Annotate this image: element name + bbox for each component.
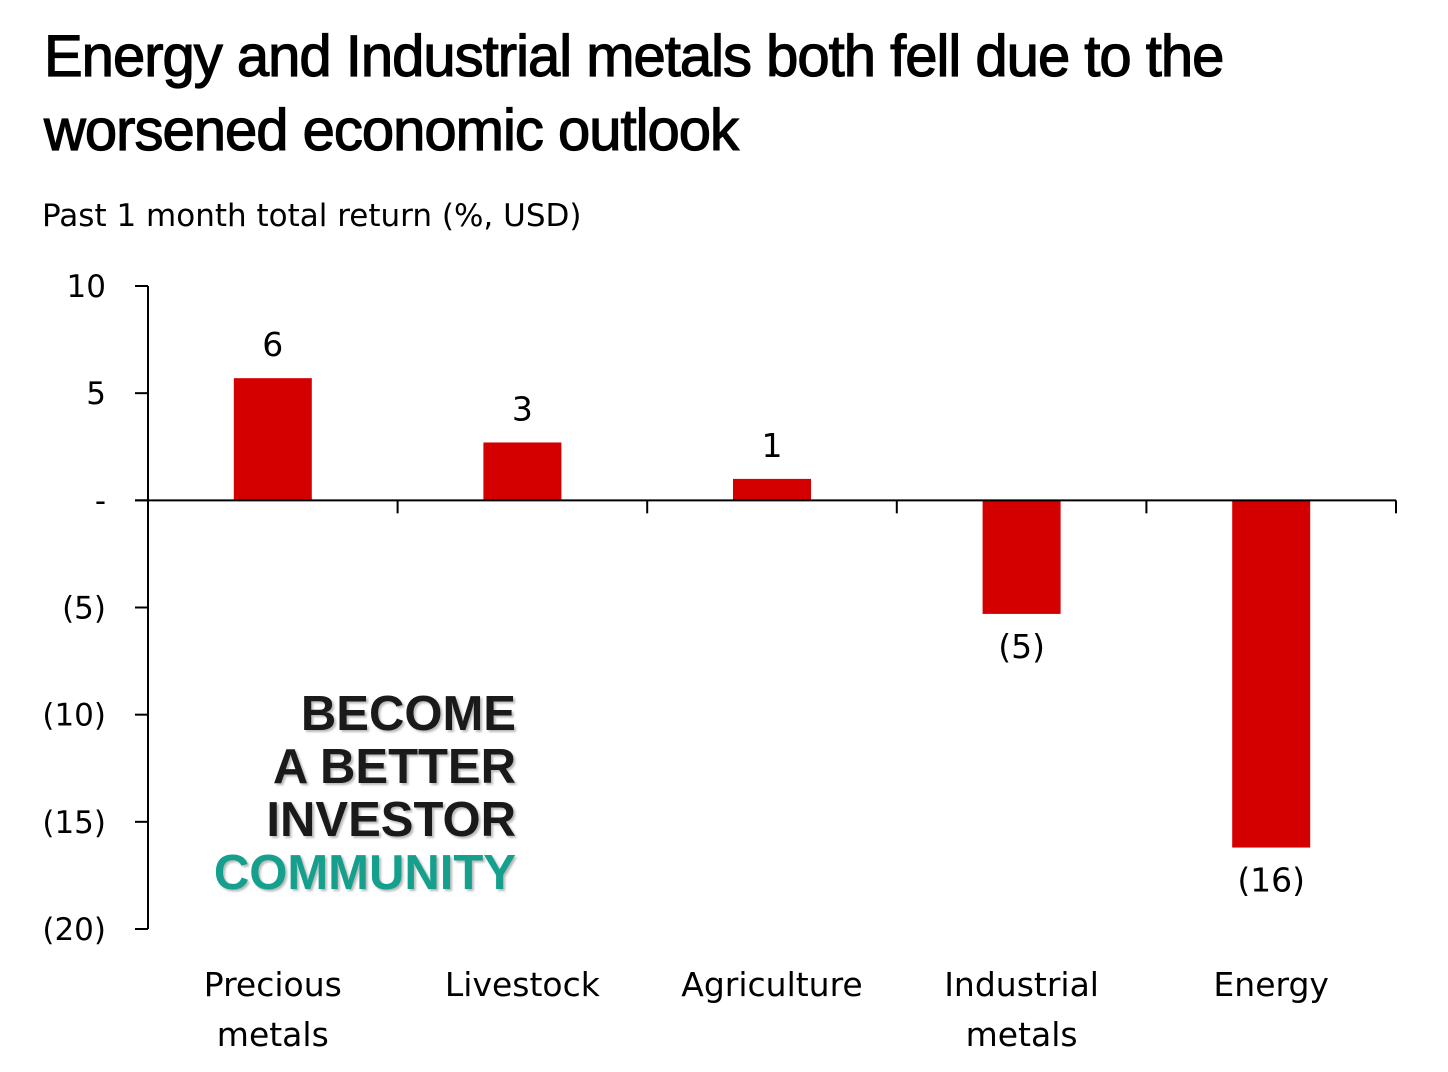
category-label-0-0: Precious	[204, 965, 342, 1004]
y-tick-label-4: (10)	[42, 698, 106, 734]
watermark-line-0: BECOME	[300, 687, 516, 741]
data-label-3: (5)	[998, 627, 1045, 666]
chart-subtitle: Past 1 month total return (%, USD)	[42, 198, 582, 234]
watermark-logo: BECOME A BETTER INVESTOR COMMUNITY	[150, 688, 516, 900]
watermark-line-2: INVESTOR	[266, 793, 516, 847]
bars-group	[233, 378, 1311, 848]
category-label-4-0: Energy	[1213, 965, 1329, 1004]
bar-4	[1232, 500, 1311, 848]
y-tick-label-1: 5	[86, 376, 106, 412]
chart-title: Energy and Industrial metals both fell d…	[43, 23, 1225, 163]
labels-group: 6 Precious metals 3 Livestock 1 Agriculture (5)…	[42, 269, 1329, 1054]
y-tick-label-6: (20)	[42, 912, 106, 948]
axes-group	[135, 285, 1397, 930]
y-tick-label-2: -	[95, 483, 106, 519]
category-label-3-0: Industrial	[944, 965, 1099, 1004]
bar-1	[483, 442, 562, 501]
category-label-3-1: metals	[966, 1015, 1078, 1054]
data-label-4: (16)	[1237, 861, 1305, 900]
bar-0	[233, 378, 312, 501]
y-tick-label-0: 10	[67, 269, 106, 305]
data-label-1: 3	[512, 389, 533, 428]
category-label-1-0: Livestock	[445, 965, 601, 1004]
bar-3	[982, 500, 1061, 614]
watermark-line-1: A BETTER	[272, 740, 516, 794]
category-label-2-0: Agriculture	[681, 965, 862, 1004]
data-label-0: 6	[262, 325, 283, 364]
y-tick-label-5: (15)	[42, 805, 106, 841]
category-label-0-1: metals	[217, 1015, 329, 1054]
bar-2	[733, 478, 811, 501]
data-label-2: 1	[762, 426, 783, 465]
watermark-line-3: COMMUNITY	[213, 846, 516, 900]
y-tick-label-3: (5)	[62, 591, 106, 627]
